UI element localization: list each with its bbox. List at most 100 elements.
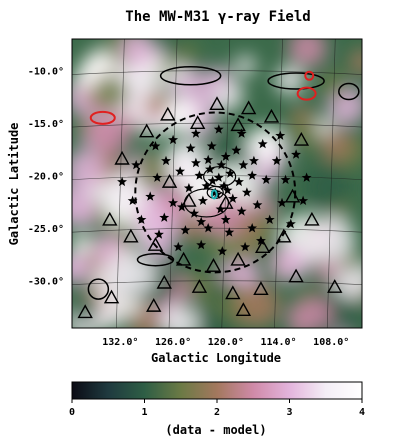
star-marker — [198, 195, 208, 205]
heatmap-patch — [174, 42, 199, 67]
star-marker — [196, 216, 207, 227]
heatmap-patch — [117, 254, 157, 294]
heatmap-patch — [309, 216, 355, 262]
y-tick-label: -25.0° — [28, 224, 64, 235]
red-contour — [89, 110, 116, 125]
dashed-region-circle — [134, 111, 297, 274]
star-marker — [252, 199, 263, 210]
star-marker — [240, 241, 251, 252]
x-tick-label: 126.0° — [155, 337, 191, 348]
triangle-marker — [263, 108, 280, 123]
star-marker — [150, 141, 161, 151]
heatmap-patch — [164, 139, 207, 182]
triangle-marker — [161, 173, 178, 188]
x-tick-label: 114.0° — [260, 337, 296, 348]
heatmap-patch — [349, 48, 362, 75]
star-marker — [117, 176, 127, 187]
star-marker — [234, 176, 244, 187]
heatmap-patch — [235, 282, 281, 328]
star-marker — [271, 155, 282, 166]
heatmap-patch — [72, 252, 90, 285]
triangle-marker — [276, 228, 292, 243]
triangle-marker — [209, 96, 225, 111]
triangle-marker — [253, 281, 269, 296]
heatmap-patch — [270, 244, 309, 283]
star-marker — [256, 235, 266, 245]
triangle-marker — [102, 211, 118, 226]
colorbar-bar — [71, 381, 363, 400]
star-marker — [191, 128, 201, 138]
star-marker — [161, 155, 171, 166]
star-marker — [247, 170, 258, 180]
star-marker — [127, 195, 138, 205]
heatmap-patch — [120, 39, 157, 69]
star-marker — [176, 201, 187, 212]
heatmap-patch — [235, 55, 256, 76]
latitude-gridline — [72, 227, 362, 233]
map-frame — [71, 38, 363, 329]
colorbar-tick-label: 4 — [359, 407, 365, 418]
star-marker — [131, 159, 142, 170]
star-marker — [194, 170, 205, 180]
star-marker — [291, 149, 301, 159]
colorbar-tick-label: 2 — [214, 407, 220, 418]
star-marker — [196, 239, 207, 250]
heatmap-patch — [207, 281, 230, 304]
star-marker — [301, 172, 312, 182]
star-marker — [249, 155, 259, 166]
star-marker — [183, 183, 194, 193]
star-marker — [213, 172, 224, 182]
star-marker — [222, 185, 233, 195]
longitude-gridline — [326, 39, 336, 328]
heatmap-patch — [207, 65, 231, 90]
triangle-marker — [103, 289, 120, 304]
star-marker — [205, 164, 215, 174]
star-marker — [220, 151, 231, 161]
star-marker — [225, 168, 236, 178]
triangle-marker — [77, 304, 93, 319]
triangle-marker — [230, 251, 246, 266]
star-marker — [173, 241, 184, 252]
star-marker — [159, 212, 170, 222]
star-marker — [247, 223, 258, 233]
triangle-marker — [114, 150, 130, 165]
triangle-marker — [123, 228, 139, 243]
triangle-marker — [327, 279, 343, 293]
contour-ring — [159, 66, 222, 86]
star-marker — [152, 172, 163, 182]
star-marker — [241, 187, 252, 197]
star-marker — [231, 145, 242, 155]
heatmap-patch — [287, 39, 327, 68]
star-marker — [206, 141, 217, 151]
x-axis-label: Galactic Longitude — [151, 351, 281, 365]
heatmap-patch — [95, 300, 125, 328]
m31-center-ellipse — [210, 189, 218, 200]
triangle-marker — [240, 100, 257, 115]
triangle-marker — [160, 106, 176, 121]
triangle-marker — [284, 188, 301, 203]
heatmap-patch — [246, 125, 285, 164]
triangle-marker — [189, 115, 206, 129]
star-marker — [280, 174, 291, 184]
star-marker — [277, 197, 287, 208]
colorbar: 0 1 2 3 4 (data - model) — [69, 381, 365, 437]
heatmap-patch — [313, 256, 340, 283]
star-marker — [285, 218, 296, 229]
triangle-marker — [225, 285, 241, 300]
longitude-gridline — [168, 39, 178, 328]
heatmap-patch — [304, 163, 351, 210]
colorbar-tick-label: 1 — [141, 407, 147, 418]
colorbar-tick-label: 3 — [286, 407, 292, 418]
star-marker — [203, 154, 214, 165]
star-marker — [219, 180, 229, 191]
contour-lines — [87, 66, 360, 300]
star-marker — [213, 124, 224, 134]
latitude-gridline — [72, 122, 362, 128]
star-marker — [185, 143, 196, 153]
y-tick-label: -10.0° — [28, 67, 64, 78]
x-tick-label: 132.0° — [102, 337, 138, 348]
star-marker — [238, 159, 249, 170]
longitude-gridline — [274, 39, 283, 328]
star-marker — [275, 130, 286, 140]
